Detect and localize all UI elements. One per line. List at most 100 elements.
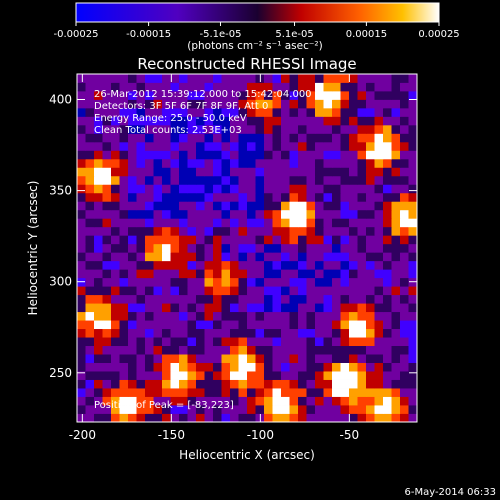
heatmap-cell — [408, 133, 417, 143]
heatmap-cell — [136, 277, 146, 287]
heatmap-cell — [315, 260, 324, 270]
heatmap-cell — [230, 141, 239, 151]
heatmap-cell — [366, 311, 375, 321]
heatmap-cell — [128, 235, 137, 245]
heatmap-cell — [77, 260, 86, 270]
heatmap-cell — [102, 158, 112, 168]
heatmap-cell — [94, 337, 103, 347]
heatmap-cell — [247, 354, 256, 363]
heatmap-cell — [247, 192, 256, 202]
heatmap-cell — [128, 167, 137, 177]
colorbar-tick-label: -0.00025 — [54, 29, 99, 40]
heatmap-cell — [264, 371, 273, 380]
heatmap-cell — [374, 158, 384, 168]
heatmap-cell — [77, 405, 86, 414]
heatmap-cell — [230, 201, 239, 211]
heatmap-cell — [170, 192, 180, 202]
heatmap-cell — [391, 345, 401, 355]
heatmap-cell — [272, 286, 282, 296]
heatmap-cell — [230, 362, 239, 372]
heatmap-cell — [170, 320, 180, 330]
heatmap-cell — [272, 396, 282, 406]
heatmap-cell — [255, 396, 265, 406]
heatmap-cell — [264, 243, 273, 253]
heatmap-cell — [340, 209, 350, 219]
heatmap-cell — [366, 371, 375, 380]
heatmap-cell — [145, 413, 154, 422]
heatmap-cell — [102, 294, 112, 304]
heatmap-cell — [298, 90, 307, 100]
heatmap-cell — [357, 371, 367, 380]
heatmap-cell — [179, 218, 188, 228]
heatmap-cell — [213, 116, 222, 126]
heatmap-cell — [323, 74, 333, 83]
heatmap-cell — [349, 226, 358, 236]
heatmap-cell — [332, 320, 341, 330]
x-tick-label: -200 — [69, 428, 96, 442]
heatmap-cell — [153, 218, 163, 228]
heatmap-cell — [298, 124, 307, 134]
heatmap-cell — [153, 396, 163, 406]
heatmap-cell — [204, 226, 214, 236]
heatmap-cell — [153, 371, 163, 380]
heatmap-cell — [145, 396, 154, 406]
heatmap-cell — [179, 396, 188, 406]
heatmap-cell — [94, 371, 103, 380]
heatmap-cell — [340, 235, 350, 245]
heatmap-cell — [272, 277, 282, 287]
heatmap-cell — [221, 218, 231, 228]
heatmap-cell — [349, 74, 358, 83]
heatmap-cell — [170, 252, 180, 262]
heatmap-cell — [400, 252, 409, 262]
heatmap-cell — [179, 124, 188, 134]
heatmap-cell — [187, 388, 197, 397]
heatmap-cell — [332, 167, 341, 177]
heatmap-cell — [374, 175, 384, 185]
heatmap-cell — [349, 116, 358, 126]
heatmap-cell — [281, 413, 290, 422]
heatmap-cell — [366, 150, 375, 160]
heatmap-cell — [383, 175, 392, 185]
heatmap-cell — [374, 124, 384, 134]
heatmap-cell — [272, 150, 282, 160]
heatmap-cell — [230, 303, 239, 313]
heatmap-cell — [357, 269, 367, 279]
heatmap-cell — [77, 116, 86, 126]
heatmap-cell — [281, 133, 290, 143]
heatmap-cell — [221, 277, 231, 287]
heatmap-cell — [179, 277, 188, 287]
heatmap-cell — [213, 192, 222, 202]
heatmap-cell — [179, 235, 188, 245]
heatmap-cell — [102, 337, 112, 347]
heatmap-cell — [102, 260, 112, 270]
heatmap-cell — [213, 209, 222, 219]
heatmap-cell — [94, 99, 103, 109]
heatmap-cell — [145, 320, 154, 330]
heatmap-cell — [230, 260, 239, 270]
heatmap-cell — [247, 371, 256, 380]
heatmap-cell — [306, 362, 316, 372]
heatmap-cell — [340, 175, 350, 185]
heatmap-cell — [332, 269, 341, 279]
heatmap-cell — [340, 201, 350, 211]
heatmap-cell — [170, 337, 180, 347]
heatmap-cell — [306, 252, 316, 262]
heatmap-cell — [289, 260, 299, 270]
heatmap-cell — [238, 379, 248, 389]
heatmap-cell — [383, 371, 392, 380]
heatmap-cell — [136, 413, 146, 422]
heatmap-cell — [281, 209, 290, 219]
heatmap-cell — [349, 388, 358, 397]
heatmap-cell — [289, 362, 299, 372]
heatmap-cell — [306, 345, 316, 355]
heatmap-cell — [162, 320, 171, 330]
heatmap-cell — [306, 303, 316, 313]
heatmap-cell — [374, 243, 384, 253]
heatmap-cell — [366, 235, 375, 245]
heatmap-cell — [162, 99, 171, 109]
heatmap-cell — [94, 116, 103, 126]
heatmap-cell — [255, 184, 265, 194]
heatmap-cell — [136, 167, 146, 177]
heatmap-cell — [230, 158, 239, 168]
heatmap-cell — [77, 90, 86, 100]
